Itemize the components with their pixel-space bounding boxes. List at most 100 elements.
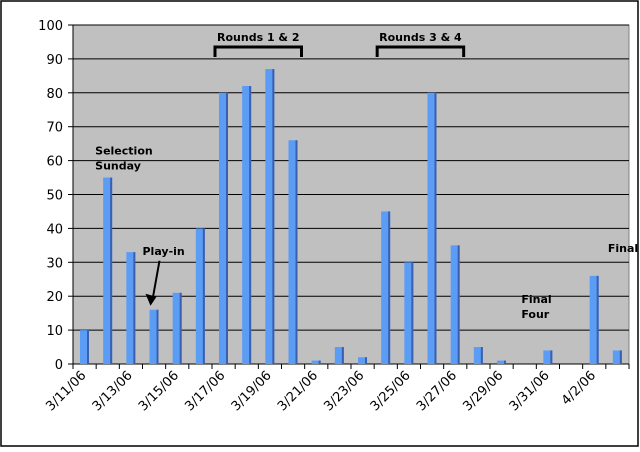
bracket-line [213,45,303,57]
bar-side [110,177,113,364]
bar-face [543,350,553,364]
bar-side [480,347,483,364]
bar-3/27/06 [450,245,460,364]
arrow-head [145,293,157,306]
bar-3/28/06 [473,347,483,364]
annotation-selection-sunday: Selection Sunday [95,145,153,173]
bar-side [87,330,89,364]
bar-side [434,92,437,365]
bar-face [288,140,298,364]
bar-3/24/06 [381,211,391,364]
bar-4/3/06 [612,350,622,364]
bar-3/16/06 [195,228,205,364]
annotation-text: Final [521,293,551,306]
bar-face [334,347,344,364]
annotation-text: Selection [95,145,153,158]
bar-3/13/06 [126,252,136,364]
bar-face [612,350,622,364]
annotation-final: Final [608,242,638,255]
bar-side [504,360,506,364]
y-tick-label: 10 [46,324,63,339]
y-tick-label: 60 [46,155,63,170]
bar-face [497,360,506,364]
bar-side [226,92,228,365]
y-axis: 0 10 20 30 40 50 60 70 80 90 100 [38,19,74,373]
bar-side [156,309,159,364]
bar-3/22/06 [334,347,344,364]
bar-side [249,86,252,365]
annotation-text: Rounds 3 & 4 [379,31,462,44]
bar-face [195,228,205,364]
bar-side [457,245,460,364]
bar-side [133,252,136,364]
bar-side [272,69,275,364]
bar-3/18/06 [242,86,252,365]
bars [80,69,622,365]
arrow-shaft [151,260,161,300]
bar-3/12/06 [103,177,113,364]
bar-3/29/06 [497,360,506,364]
y-tick-label: 0 [55,358,63,373]
annotation-final-four: Final Four [521,293,551,321]
bar-side [318,360,321,364]
bar-3/11/06 [80,330,89,364]
y-tick-label: 70 [46,121,63,136]
bar-side [550,350,553,364]
y-tick-label: 80 [46,87,63,102]
bracket-line [375,45,466,57]
annotation-play-in: Play-in [143,245,185,306]
bar-face [126,252,136,364]
bar-face [80,330,89,364]
bar-3/14/06 [149,309,159,364]
annotation-text: Final [608,242,638,255]
y-tick-label: 90 [46,53,63,68]
y-tick-label: 20 [46,290,63,305]
gridlines [73,24,629,331]
bar-side [179,292,182,364]
bar-3/31/06 [543,350,553,364]
bar-3/26/06 [427,92,437,365]
bar-side [619,350,622,364]
bar-face [404,262,414,364]
bar-side [365,357,367,364]
bar-face [427,92,437,365]
annotation-rounds-1-2: Rounds 1 & 2 [213,31,303,57]
bar-3/20/06 [288,140,298,364]
y-tick-label: 30 [46,256,63,271]
bar-side [202,228,205,364]
y-tick-label: 40 [46,222,63,237]
bar-3/25/06 [404,262,414,364]
bar-face [473,347,483,364]
bar-face [242,86,252,365]
bar-face [381,211,391,364]
bar-face [450,245,460,364]
bar-face [311,360,321,364]
bar-3/19/06 [265,69,275,364]
bar-3/17/06 [219,92,228,365]
bar-side [295,140,298,364]
annotation-text: Play-in [143,245,185,258]
bar-side [411,262,414,364]
bar-face [219,92,228,365]
bar-side [388,211,391,364]
bar-face [172,292,182,364]
annotation-rounds-3-4: Rounds 3 & 4 [375,31,466,57]
bar-face [103,177,113,364]
bar-side [341,347,344,364]
bar-4/2/06 [589,275,599,364]
y-tick-label: 50 [46,189,63,204]
bar-3/23/06 [358,357,367,364]
bar-3/15/06 [172,292,182,364]
bar-face [589,275,599,364]
annotations: Selection Sunday Play-in Rounds 1 & 2 Rounds… [95,31,638,321]
annotation-text: Four [521,308,549,321]
annotation-text: Sunday [95,160,141,173]
bar-face [149,309,159,364]
bar-face [358,357,367,364]
bar-face [265,69,275,364]
bar-side [596,275,599,364]
y-tick-label: 100 [38,19,63,34]
annotation-text: Rounds 1 & 2 [217,31,300,44]
